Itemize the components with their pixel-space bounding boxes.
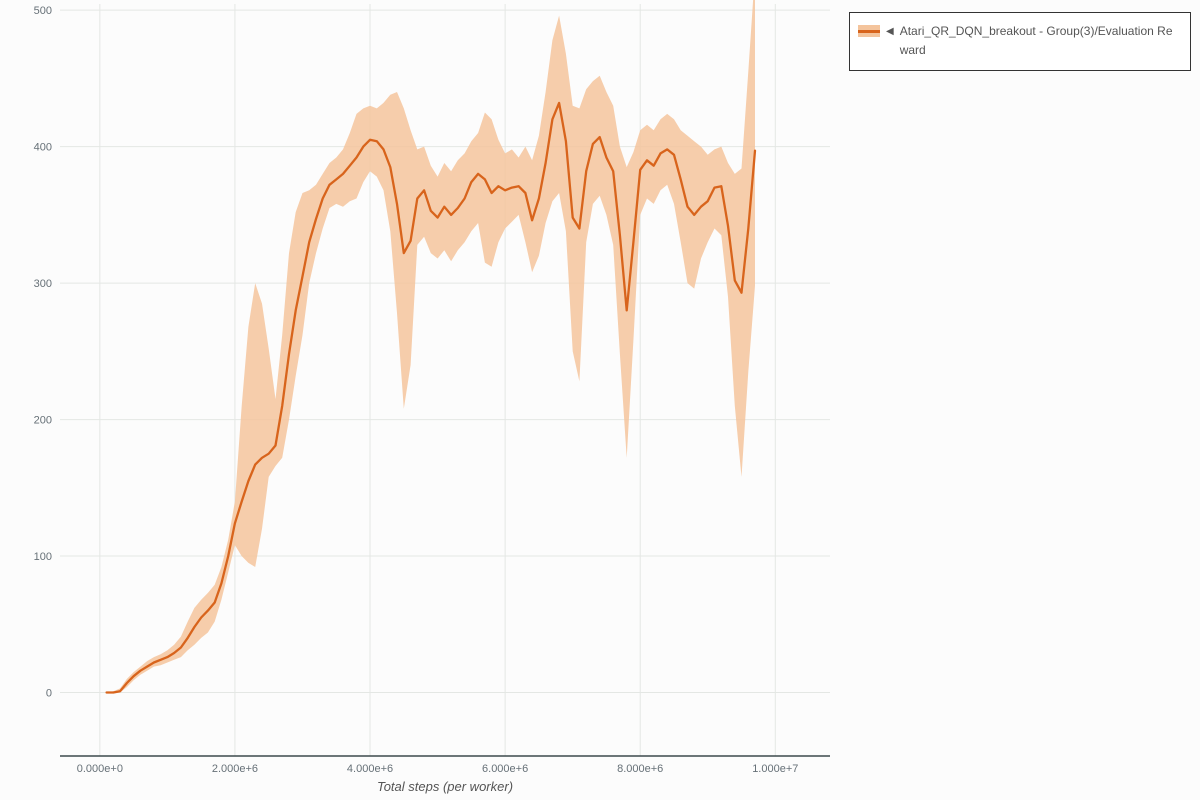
x-axis-title: Total steps (per worker) xyxy=(376,779,514,794)
mean-line xyxy=(105,101,757,694)
svg-text:1.000e+7: 1.000e+7 xyxy=(752,763,798,775)
svg-text:0.000e+0: 0.000e+0 xyxy=(77,763,123,775)
svg-text:4.000e+6: 4.000e+6 xyxy=(347,763,393,775)
svg-text:500: 500 xyxy=(34,5,52,17)
legend[interactable]: ◀ Atari_QR_DQN_breakout - Group(3)/Evalu… xyxy=(849,12,1191,72)
x-axis-tick-labels: 0.000e+0 2.000e+6 4.000e+6 6.000e+6 8.000e+6… xyxy=(77,763,799,775)
legend-series-label: Atari_QR_DQN_breakout - Group(3)/Evaluat… xyxy=(899,24,1173,58)
legend-swatch-line-icon xyxy=(858,30,880,33)
svg-text:8.000e+6: 8.000e+6 xyxy=(617,763,663,775)
svg-text:100: 100 xyxy=(34,551,52,563)
svg-text:2.000e+6: 2.000e+6 xyxy=(212,763,258,775)
legend-series-swatch xyxy=(858,25,880,37)
y-axis-tick-labels: 0 100 200 300 400 500 xyxy=(34,5,52,699)
svg-text:400: 400 xyxy=(34,142,52,154)
svg-text:0: 0 xyxy=(46,688,52,700)
svg-text:200: 200 xyxy=(34,415,52,427)
confidence-band xyxy=(106,0,755,693)
svg-text:6.000e+6: 6.000e+6 xyxy=(482,763,528,775)
legend-collapse-icon[interactable]: ◀ xyxy=(886,26,894,37)
svg-text:300: 300 xyxy=(34,278,52,290)
